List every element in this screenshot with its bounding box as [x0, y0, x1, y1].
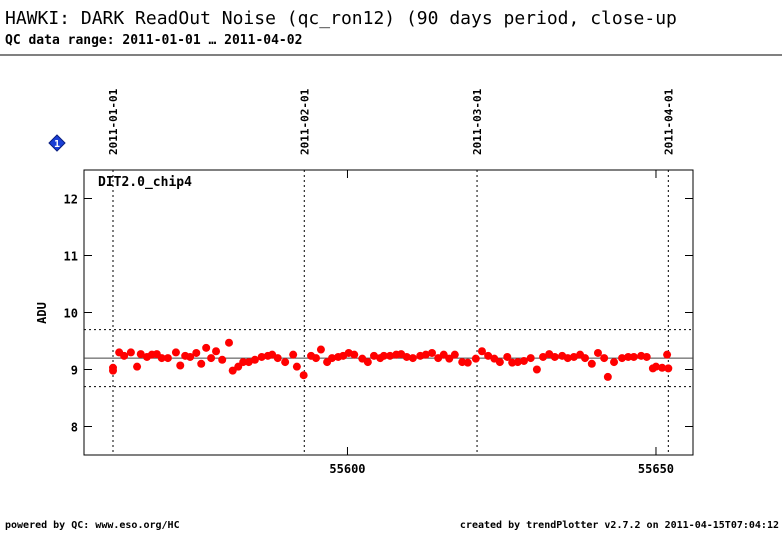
y-tick-label: 9 [71, 364, 78, 378]
data-point [450, 350, 459, 359]
data-point [539, 352, 548, 361]
data-point [428, 348, 436, 357]
data-point [207, 354, 216, 363]
data-point [503, 352, 512, 361]
data-point [350, 350, 359, 359]
chart-subtitle: QC data range: 2011-01-01 … 2011-04-02 [5, 33, 302, 48]
data-point [197, 359, 206, 368]
data-point [663, 350, 672, 359]
data-point [651, 362, 660, 371]
data-point [171, 348, 180, 357]
data-point [629, 352, 638, 361]
data-point [642, 352, 651, 361]
chart-title: HAWKI: DARK ReadOut Noise (qc_ron12) (90… [5, 8, 677, 29]
x-tick-label: 55600 [329, 462, 365, 476]
data-point [239, 358, 248, 367]
data-point [587, 359, 596, 368]
data-point [379, 351, 388, 360]
footer-right: created by trendPlotter v2.7.2 on 2011-0… [460, 520, 779, 531]
footer-left: powered by QC: www.eso.org/HC [5, 520, 180, 531]
data-point [244, 358, 253, 367]
data-point [471, 354, 480, 363]
data-point [664, 364, 673, 373]
data-point [519, 356, 528, 365]
data-point [316, 345, 325, 354]
data-point [370, 351, 378, 360]
data-point [218, 355, 227, 364]
plot-frame [83, 169, 694, 456]
data-point [250, 355, 259, 364]
data-point [658, 363, 667, 372]
data-point [228, 366, 237, 375]
date-label: 2011-01-01 [107, 88, 120, 155]
data-point [445, 354, 454, 363]
marker-icon [48, 134, 66, 152]
data-point [386, 351, 395, 360]
data-point [126, 348, 135, 357]
data-point [532, 365, 541, 374]
data-point [477, 347, 486, 356]
data-point [157, 354, 166, 363]
data-point [202, 343, 211, 352]
data-point [109, 366, 117, 375]
data-point [299, 371, 308, 380]
data-point [281, 358, 290, 367]
data-point [225, 338, 233, 347]
data-point [136, 350, 145, 359]
data-point [421, 350, 430, 359]
data-point [212, 347, 221, 356]
data-point [581, 354, 590, 363]
date-label: 2011-04-01 [662, 88, 675, 155]
data-point [328, 354, 337, 363]
panel-label: DIT2.0_chip4 [98, 175, 192, 190]
data-point [550, 352, 559, 361]
data-point [186, 352, 195, 361]
data-point [192, 348, 201, 357]
data-point [257, 352, 266, 361]
y-tick-label: 8 [71, 421, 78, 435]
data-point [603, 372, 612, 381]
x-tick-label: 55650 [638, 462, 674, 476]
data-point [163, 354, 172, 363]
data-point [402, 352, 411, 361]
data-point [484, 351, 493, 360]
date-label: 2011-03-01 [471, 88, 484, 155]
data-point [120, 351, 129, 360]
data-point [292, 362, 301, 371]
y-tick-label: 12 [64, 193, 78, 207]
data-point [312, 354, 320, 363]
data-point [133, 362, 142, 371]
y-axis-label: ADU [35, 302, 49, 324]
marker-label: 1 [54, 139, 60, 150]
data-point [463, 358, 472, 367]
y-tick-label: 11 [64, 250, 78, 264]
data-point [563, 354, 572, 363]
data-point [439, 350, 448, 359]
data-point [569, 352, 578, 361]
data-point [408, 354, 417, 363]
data-point [495, 358, 504, 367]
date-label: 2011-02-01 [298, 88, 311, 155]
data-point [618, 354, 627, 363]
data-point [363, 358, 372, 367]
y-tick-label: 10 [64, 307, 78, 321]
data-point [513, 358, 522, 367]
data-point [273, 354, 282, 363]
data-point [600, 354, 609, 363]
data-point [289, 350, 298, 359]
data-point [624, 352, 633, 361]
data-point [610, 358, 619, 367]
data-point [526, 354, 535, 363]
data-point [176, 361, 185, 370]
data-point [593, 348, 602, 357]
